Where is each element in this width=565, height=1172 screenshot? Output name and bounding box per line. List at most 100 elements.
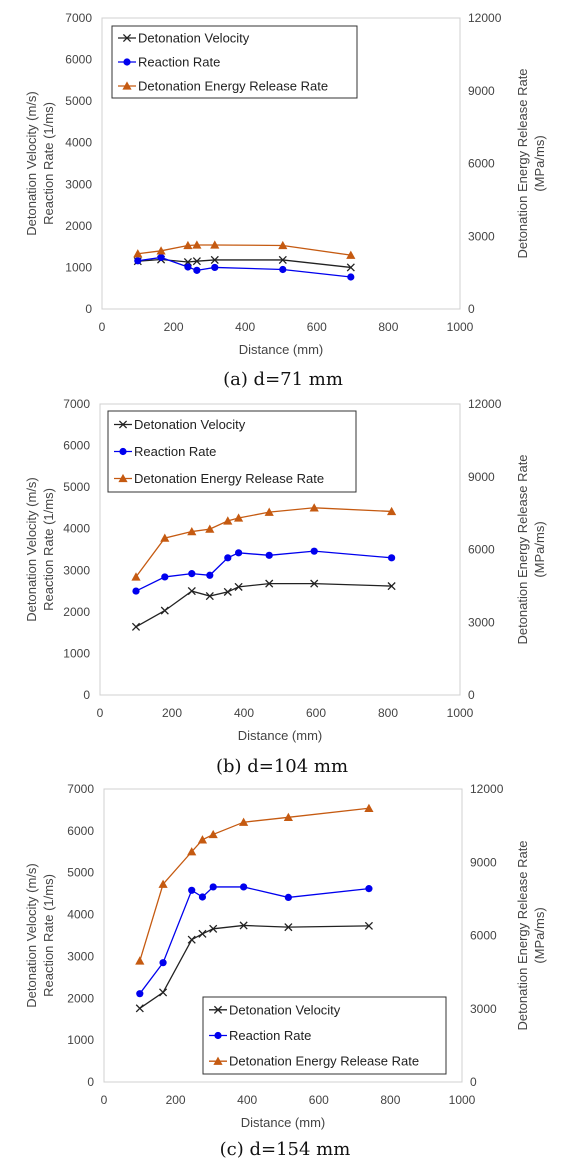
y2-tick-label: 3000 [468, 229, 495, 243]
series-line [135, 507, 392, 578]
x-tick-label: 200 [164, 320, 184, 334]
legend-swatch-marker [119, 447, 127, 456]
data-point [211, 263, 219, 272]
data-point [284, 923, 293, 932]
y-tick-label: 6000 [67, 824, 94, 838]
y2-tick-label: 9000 [468, 470, 495, 484]
chart-2: 0 200 400 600 800 1000 0 1000 2000 3000 4000 5000 60… [24, 782, 547, 1160]
y2-tick-label: 3000 [470, 1002, 497, 1016]
data-point [310, 547, 318, 555]
data-point [279, 265, 287, 274]
data-point [346, 250, 356, 259]
y-axis-label: Detonation Velocity (m/s) [24, 477, 39, 622]
legend-swatch-marker [122, 81, 132, 90]
x-tick-label: 0 [101, 1093, 108, 1107]
legend-label: Detonation Energy Release Rate [229, 1054, 419, 1069]
x-axis-label: Distance (mm) [241, 1115, 326, 1130]
x-tick-label: 600 [307, 320, 327, 334]
y-axis-label: Reaction Rate (1/ms) [41, 488, 56, 611]
data-point [188, 570, 196, 578]
data-point [198, 929, 207, 938]
y2-tick-label: 9000 [470, 855, 497, 869]
data-point [364, 921, 373, 930]
data-point [193, 266, 201, 274]
y-tick-label: 6000 [63, 439, 90, 453]
series-line [139, 886, 369, 995]
x-tick-label: 400 [237, 1093, 257, 1107]
y2-tick-label: 12000 [468, 397, 502, 411]
x-tick-label: 1000 [447, 706, 474, 720]
legend-swatch-marker [213, 1056, 223, 1065]
x-tick-label: 1000 [449, 1093, 476, 1107]
plot-frame [103, 788, 463, 1083]
data-point [135, 956, 145, 965]
legend-label: Detonation Energy Release Rate [134, 471, 324, 486]
data-point [210, 240, 220, 249]
x-axis-label: Distance (mm) [238, 728, 323, 743]
x-tick-label: 0 [99, 320, 106, 334]
y-tick-label: 3000 [63, 563, 90, 577]
y2-tick-label: 6000 [468, 543, 495, 557]
x-tick-label: 200 [162, 706, 182, 720]
y2-axis-label: (MPa/ms) [532, 907, 547, 963]
legend-swatch-marker [123, 58, 131, 66]
data-point [132, 587, 140, 595]
data-point [184, 263, 192, 271]
x-tick-label: 600 [306, 706, 326, 720]
data-point [187, 847, 197, 856]
data-point [278, 255, 287, 265]
data-point [198, 893, 207, 901]
y-axis-label: Detonation Velocity (m/s) [24, 91, 39, 236]
y2-tick-label: 3000 [468, 615, 495, 629]
data-point [135, 1004, 144, 1013]
legend-swatch-marker [118, 473, 128, 483]
legend-box [202, 996, 447, 1075]
data-point [131, 622, 141, 631]
data-point [197, 835, 208, 844]
data-point [310, 579, 319, 588]
series-line [137, 244, 351, 256]
y-tick-label: 1000 [63, 646, 90, 660]
data-point [387, 506, 397, 516]
data-point [240, 883, 248, 891]
x-tick-label: 800 [380, 1093, 400, 1107]
y2-axis-label: Detonation Energy Release Rate [515, 68, 530, 258]
data-point [239, 921, 248, 930]
y-tick-label: 7000 [65, 11, 92, 25]
y-tick-label: 7000 [67, 782, 94, 796]
data-point [161, 573, 169, 581]
legend-swatch-marker [213, 1005, 223, 1014]
y-tick-label: 2000 [67, 991, 94, 1005]
data-point [265, 579, 274, 588]
data-point [388, 554, 396, 562]
data-point [187, 526, 197, 536]
data-point [210, 255, 219, 265]
legend-box [111, 25, 358, 99]
plot-frame [101, 17, 461, 310]
data-point [234, 582, 243, 591]
data-point [209, 924, 218, 933]
data-point [159, 988, 168, 997]
data-point [265, 551, 273, 559]
y-tick-label: 5000 [67, 866, 94, 880]
x-tick-label: 400 [235, 320, 255, 334]
data-point [205, 524, 215, 533]
data-point [387, 582, 396, 591]
legend-label: Reaction Rate [134, 444, 216, 459]
legend-swatch-marker [118, 420, 128, 429]
y2-tick-label: 12000 [468, 11, 502, 25]
y-tick-label: 4000 [65, 136, 92, 150]
y2-tick-label: 0 [468, 688, 475, 702]
chart-caption: (c) d=154 mm [220, 1139, 351, 1160]
y-tick-label: 7000 [63, 397, 90, 411]
legend-label: Reaction Rate [138, 55, 220, 70]
y-tick-label: 3000 [65, 177, 92, 191]
data-point [284, 893, 292, 902]
data-point [131, 572, 141, 581]
data-point [156, 246, 166, 255]
y2-tick-label: 9000 [468, 84, 495, 98]
data-point [133, 249, 143, 258]
x-tick-label: 600 [309, 1093, 329, 1107]
y2-axis-label: Detonation Energy Release Rate [515, 454, 530, 644]
